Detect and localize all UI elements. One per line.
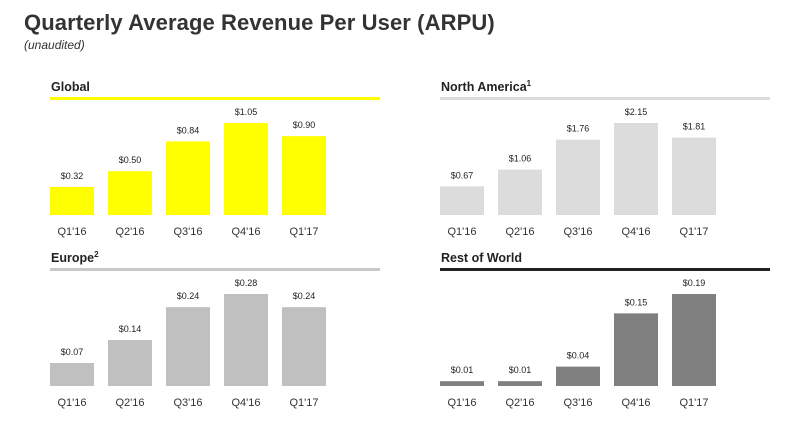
bar-value-label: $1.76 xyxy=(567,124,590,134)
x-tick-label: Q2'16 xyxy=(115,397,144,409)
bar xyxy=(556,366,600,386)
bar-value-label: $1.81 xyxy=(683,122,706,132)
x-tick-label: Q2'16 xyxy=(505,397,534,409)
x-tick-label: Q1'17 xyxy=(289,397,318,409)
panel-title-text: Europe xyxy=(51,251,95,266)
panel-title: Rest of World xyxy=(441,250,522,265)
bar xyxy=(224,294,268,386)
chart-rest-of-world: $0.01 Q1'16 $0.01 Q2'16 $0.04 Q3'16 $0.15 Q4'16… xyxy=(440,278,716,409)
bar xyxy=(614,123,658,215)
bar xyxy=(498,381,542,386)
bar xyxy=(108,340,152,386)
x-tick-label: Q3'16 xyxy=(173,397,202,409)
panel-rule xyxy=(440,97,770,100)
bar-value-label: $0.84 xyxy=(177,125,200,135)
bar-value-label: $0.14 xyxy=(119,324,142,334)
panel-title-text: North America xyxy=(441,80,527,95)
bar xyxy=(498,169,542,215)
bar xyxy=(672,294,716,386)
bar xyxy=(282,307,326,386)
bar-value-label: $0.01 xyxy=(451,365,474,375)
bar-value-label: $0.50 xyxy=(119,155,142,165)
x-tick-label: Q1'17 xyxy=(679,226,708,238)
panel-title-footnote: 1 xyxy=(526,79,532,88)
bar xyxy=(50,186,94,215)
bar xyxy=(166,307,210,386)
bar-value-label: $0.90 xyxy=(293,120,316,130)
bar-value-label: $0.24 xyxy=(177,291,200,301)
bar-value-label: $1.06 xyxy=(509,154,532,164)
bar-value-label: $0.28 xyxy=(235,278,258,288)
panel-title: Global xyxy=(51,79,90,94)
panel-title: North America1 xyxy=(441,79,531,94)
x-tick-label: Q3'16 xyxy=(563,397,592,409)
chart-global: $0.32 Q1'16 $0.50 Q2'16 $0.84 Q3'16 $1.05 Q4'16… xyxy=(50,107,326,238)
bar xyxy=(50,363,94,386)
page-title: Quarterly Average Revenue Per User (ARPU… xyxy=(24,10,495,35)
panel-title-text: Global xyxy=(51,80,90,95)
x-tick-label: Q1'16 xyxy=(57,397,86,409)
bar xyxy=(672,137,716,215)
bar-value-label: $0.04 xyxy=(567,351,590,361)
bar-value-label: $0.19 xyxy=(683,278,706,288)
bar xyxy=(440,186,484,215)
panel-title-text: Rest of World xyxy=(441,251,523,266)
bar-value-label: $0.01 xyxy=(509,365,532,375)
bar xyxy=(614,313,658,386)
x-tick-label: Q1'16 xyxy=(447,397,476,409)
bar-value-label: $2.15 xyxy=(625,107,648,117)
bar xyxy=(108,171,152,215)
bar xyxy=(440,381,484,386)
x-tick-label: Q2'16 xyxy=(505,226,534,238)
x-tick-label: Q1'17 xyxy=(289,226,318,238)
panel-rule xyxy=(440,268,770,271)
panel-title-footnote: 2 xyxy=(94,250,99,259)
chart-north-america: $0.67 Q1'16 $1.06 Q2'16 $1.76 Q3'16 $2.15 Q4'16… xyxy=(440,107,716,238)
bar xyxy=(166,141,210,215)
panel-north-america: North America1 $0.67 Q1'16 $1.06 Q2'16 $1.76… xyxy=(440,79,770,257)
page-subtitle: (unaudited) xyxy=(24,38,85,52)
x-tick-label: Q4'16 xyxy=(231,397,260,409)
bar-value-label: $0.07 xyxy=(61,347,84,357)
bar xyxy=(224,123,268,215)
bar xyxy=(556,139,600,215)
panel-global: Global $0.32 Q1'16 $0.50 Q2'16 $0.84 Q3'16 $1.… xyxy=(50,79,380,257)
panel-rest-of-world: Rest of World $0.01 Q1'16 $0.01 Q2'16 $0.04 Q… xyxy=(440,250,770,428)
bar-value-label: $0.24 xyxy=(293,291,316,301)
x-tick-label: Q4'16 xyxy=(231,226,260,238)
x-tick-label: Q4'16 xyxy=(621,226,650,238)
panel-europe: Europe2 $0.07 Q1'16 $0.14 Q2'16 $0.24 Q3'16 $0… xyxy=(50,250,380,428)
x-tick-label: Q2'16 xyxy=(115,226,144,238)
panel-rule xyxy=(50,97,380,100)
bar-value-label: $1.05 xyxy=(235,107,258,117)
bar-value-label: $0.32 xyxy=(61,171,84,181)
x-tick-label: Q4'16 xyxy=(621,397,650,409)
chart-europe: $0.07 Q1'16 $0.14 Q2'16 $0.24 Q3'16 $0.28 Q4'16… xyxy=(50,278,326,409)
x-tick-label: Q3'16 xyxy=(173,226,202,238)
bar-value-label: $0.67 xyxy=(451,170,474,180)
panel-title: Europe2 xyxy=(51,250,99,265)
panel-rule xyxy=(50,268,380,271)
bar xyxy=(282,136,326,215)
x-tick-label: Q1'16 xyxy=(447,226,476,238)
x-tick-label: Q1'17 xyxy=(679,397,708,409)
x-tick-label: Q3'16 xyxy=(563,226,592,238)
x-tick-label: Q1'16 xyxy=(57,226,86,238)
bar-value-label: $0.15 xyxy=(625,297,648,307)
